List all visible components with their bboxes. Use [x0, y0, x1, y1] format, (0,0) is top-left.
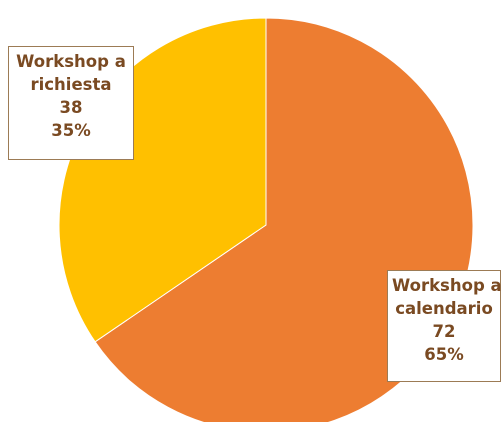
- data-label-value: 72: [432, 322, 456, 341]
- data-label-percent: 65%: [424, 345, 464, 364]
- data-label-percent: 35%: [51, 121, 91, 140]
- data-label-line: Workshop a: [16, 52, 126, 71]
- data-label-workshop-a-richiesta: Workshop a richiesta 38 35%: [8, 46, 134, 160]
- data-label-value: 38: [59, 98, 83, 117]
- data-label-line: calendario: [395, 299, 493, 318]
- data-label-line: richiesta: [30, 75, 112, 94]
- data-label-workshop-a-calendario: Workshop a calendario 72 65%: [387, 270, 501, 382]
- data-label-line: Workshop a: [392, 276, 501, 295]
